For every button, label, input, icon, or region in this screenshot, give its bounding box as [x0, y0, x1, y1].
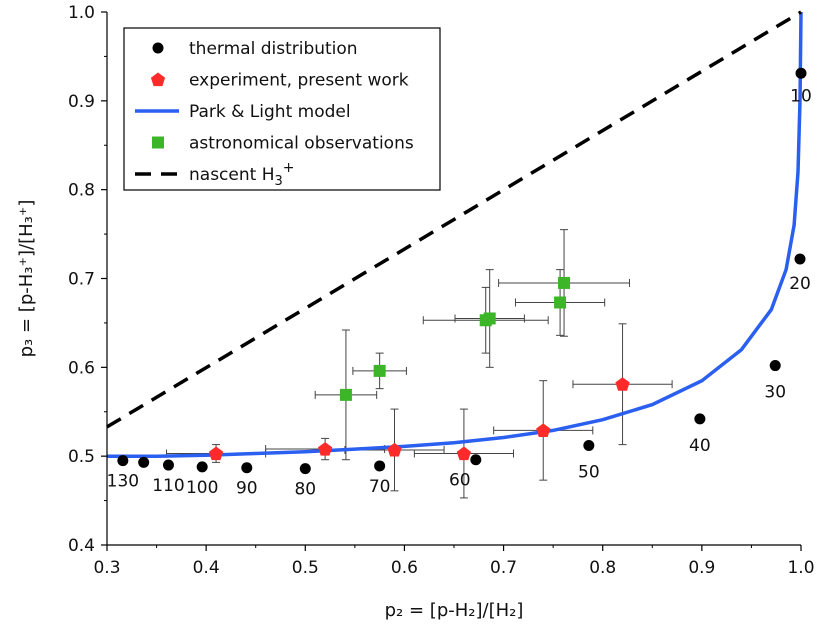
experiment-point	[615, 377, 630, 391]
y-tick-label: 1.0	[68, 3, 95, 23]
x-tick-label: 0.9	[688, 558, 715, 578]
y-tick-label: 0.9	[68, 92, 95, 112]
experiment-point	[456, 446, 471, 461]
legend-label: thermal distribution	[189, 39, 358, 59]
thermal-point	[117, 455, 129, 467]
error-bars	[165, 229, 673, 499]
legend-label-sub: 3	[274, 174, 282, 189]
y-tick-label: 0.8	[68, 181, 95, 201]
model-curve	[107, 11, 803, 458]
legend: thermal distribution experiment, present …	[123, 27, 441, 191]
thermal-point	[138, 456, 150, 468]
temperature-label: 100	[186, 478, 218, 498]
legend-label: experiment, present work	[189, 71, 409, 91]
temperature-label: 50	[578, 463, 600, 483]
legend-label-base: nascent H	[189, 165, 274, 185]
temperature-label: 20	[789, 274, 811, 294]
thermal-point	[162, 459, 174, 471]
temperature-label: 90	[236, 479, 258, 499]
x-tick-label: 1.0	[787, 558, 814, 578]
thermal-point	[374, 460, 386, 472]
legend-symbol-pentagon	[150, 72, 166, 87]
legend-symbol-square	[152, 136, 164, 149]
thermal-point	[694, 413, 706, 425]
observation-point	[373, 364, 386, 377]
legend-label: astronomical observations	[189, 134, 414, 154]
thermal-point	[470, 454, 482, 466]
nascent-line	[106, 10, 802, 429]
thermal-point	[241, 462, 253, 474]
thermal-point	[583, 440, 595, 452]
thermal-point	[299, 463, 311, 475]
legend-label: Park & Light model	[189, 102, 351, 122]
observation-point	[483, 312, 496, 325]
temperature-label: 10	[790, 86, 812, 106]
legend-label: nascent H3+	[189, 160, 295, 189]
x-tick-label: 0.4	[193, 558, 220, 578]
x-tick-label: 0.7	[490, 558, 517, 578]
point-labels: 130 110 100 90 80 70 60 50 40 30 20 10	[107, 86, 812, 499]
thermal-point	[769, 360, 781, 372]
legend-label-sup: +	[283, 160, 295, 176]
thermal-point	[196, 461, 208, 473]
x-tick-label: 0.6	[391, 558, 418, 578]
temperature-label: 30	[764, 383, 786, 403]
y-tick-label: 0.7	[68, 270, 95, 290]
temperature-label: 80	[294, 480, 316, 500]
thermal-point	[795, 67, 807, 79]
x-tick-label: 0.3	[93, 558, 120, 578]
experiment-point	[536, 423, 551, 437]
temperature-label: 70	[369, 477, 391, 497]
thermal-point	[794, 253, 806, 265]
temperature-label: 40	[689, 436, 711, 456]
temperature-label: 60	[449, 471, 471, 491]
axes: 0.3 0.4 0.5 0.6 0.7 0.8 0.9 1.00.40.50.60.70.80…	[16, 3, 815, 621]
experiment-point	[208, 446, 224, 461]
x-axis-title: p₂ = [p-H₂]/[H₂]	[385, 600, 524, 621]
markers	[117, 67, 807, 475]
experiment-point	[318, 442, 333, 456]
x-tick-label: 0.5	[292, 558, 319, 578]
temperature-label: 110	[152, 476, 184, 496]
lines	[106, 10, 803, 458]
y-tick-label: 0.6	[68, 358, 95, 378]
y-axis-title: p₃ = [p-H₃⁺]/[H₃⁺]	[16, 200, 37, 358]
y-tick-label: 0.4	[68, 536, 95, 556]
observation-point	[554, 296, 567, 309]
y-tick-label: 0.5	[68, 447, 95, 467]
x-tick-label: 0.8	[589, 558, 616, 578]
legend-symbol-circle	[152, 42, 164, 54]
temperature-label: 130	[107, 472, 139, 492]
observation-point	[339, 388, 352, 401]
experiment-point	[387, 442, 402, 457]
legend-box	[123, 27, 441, 191]
observation-point	[558, 276, 571, 289]
